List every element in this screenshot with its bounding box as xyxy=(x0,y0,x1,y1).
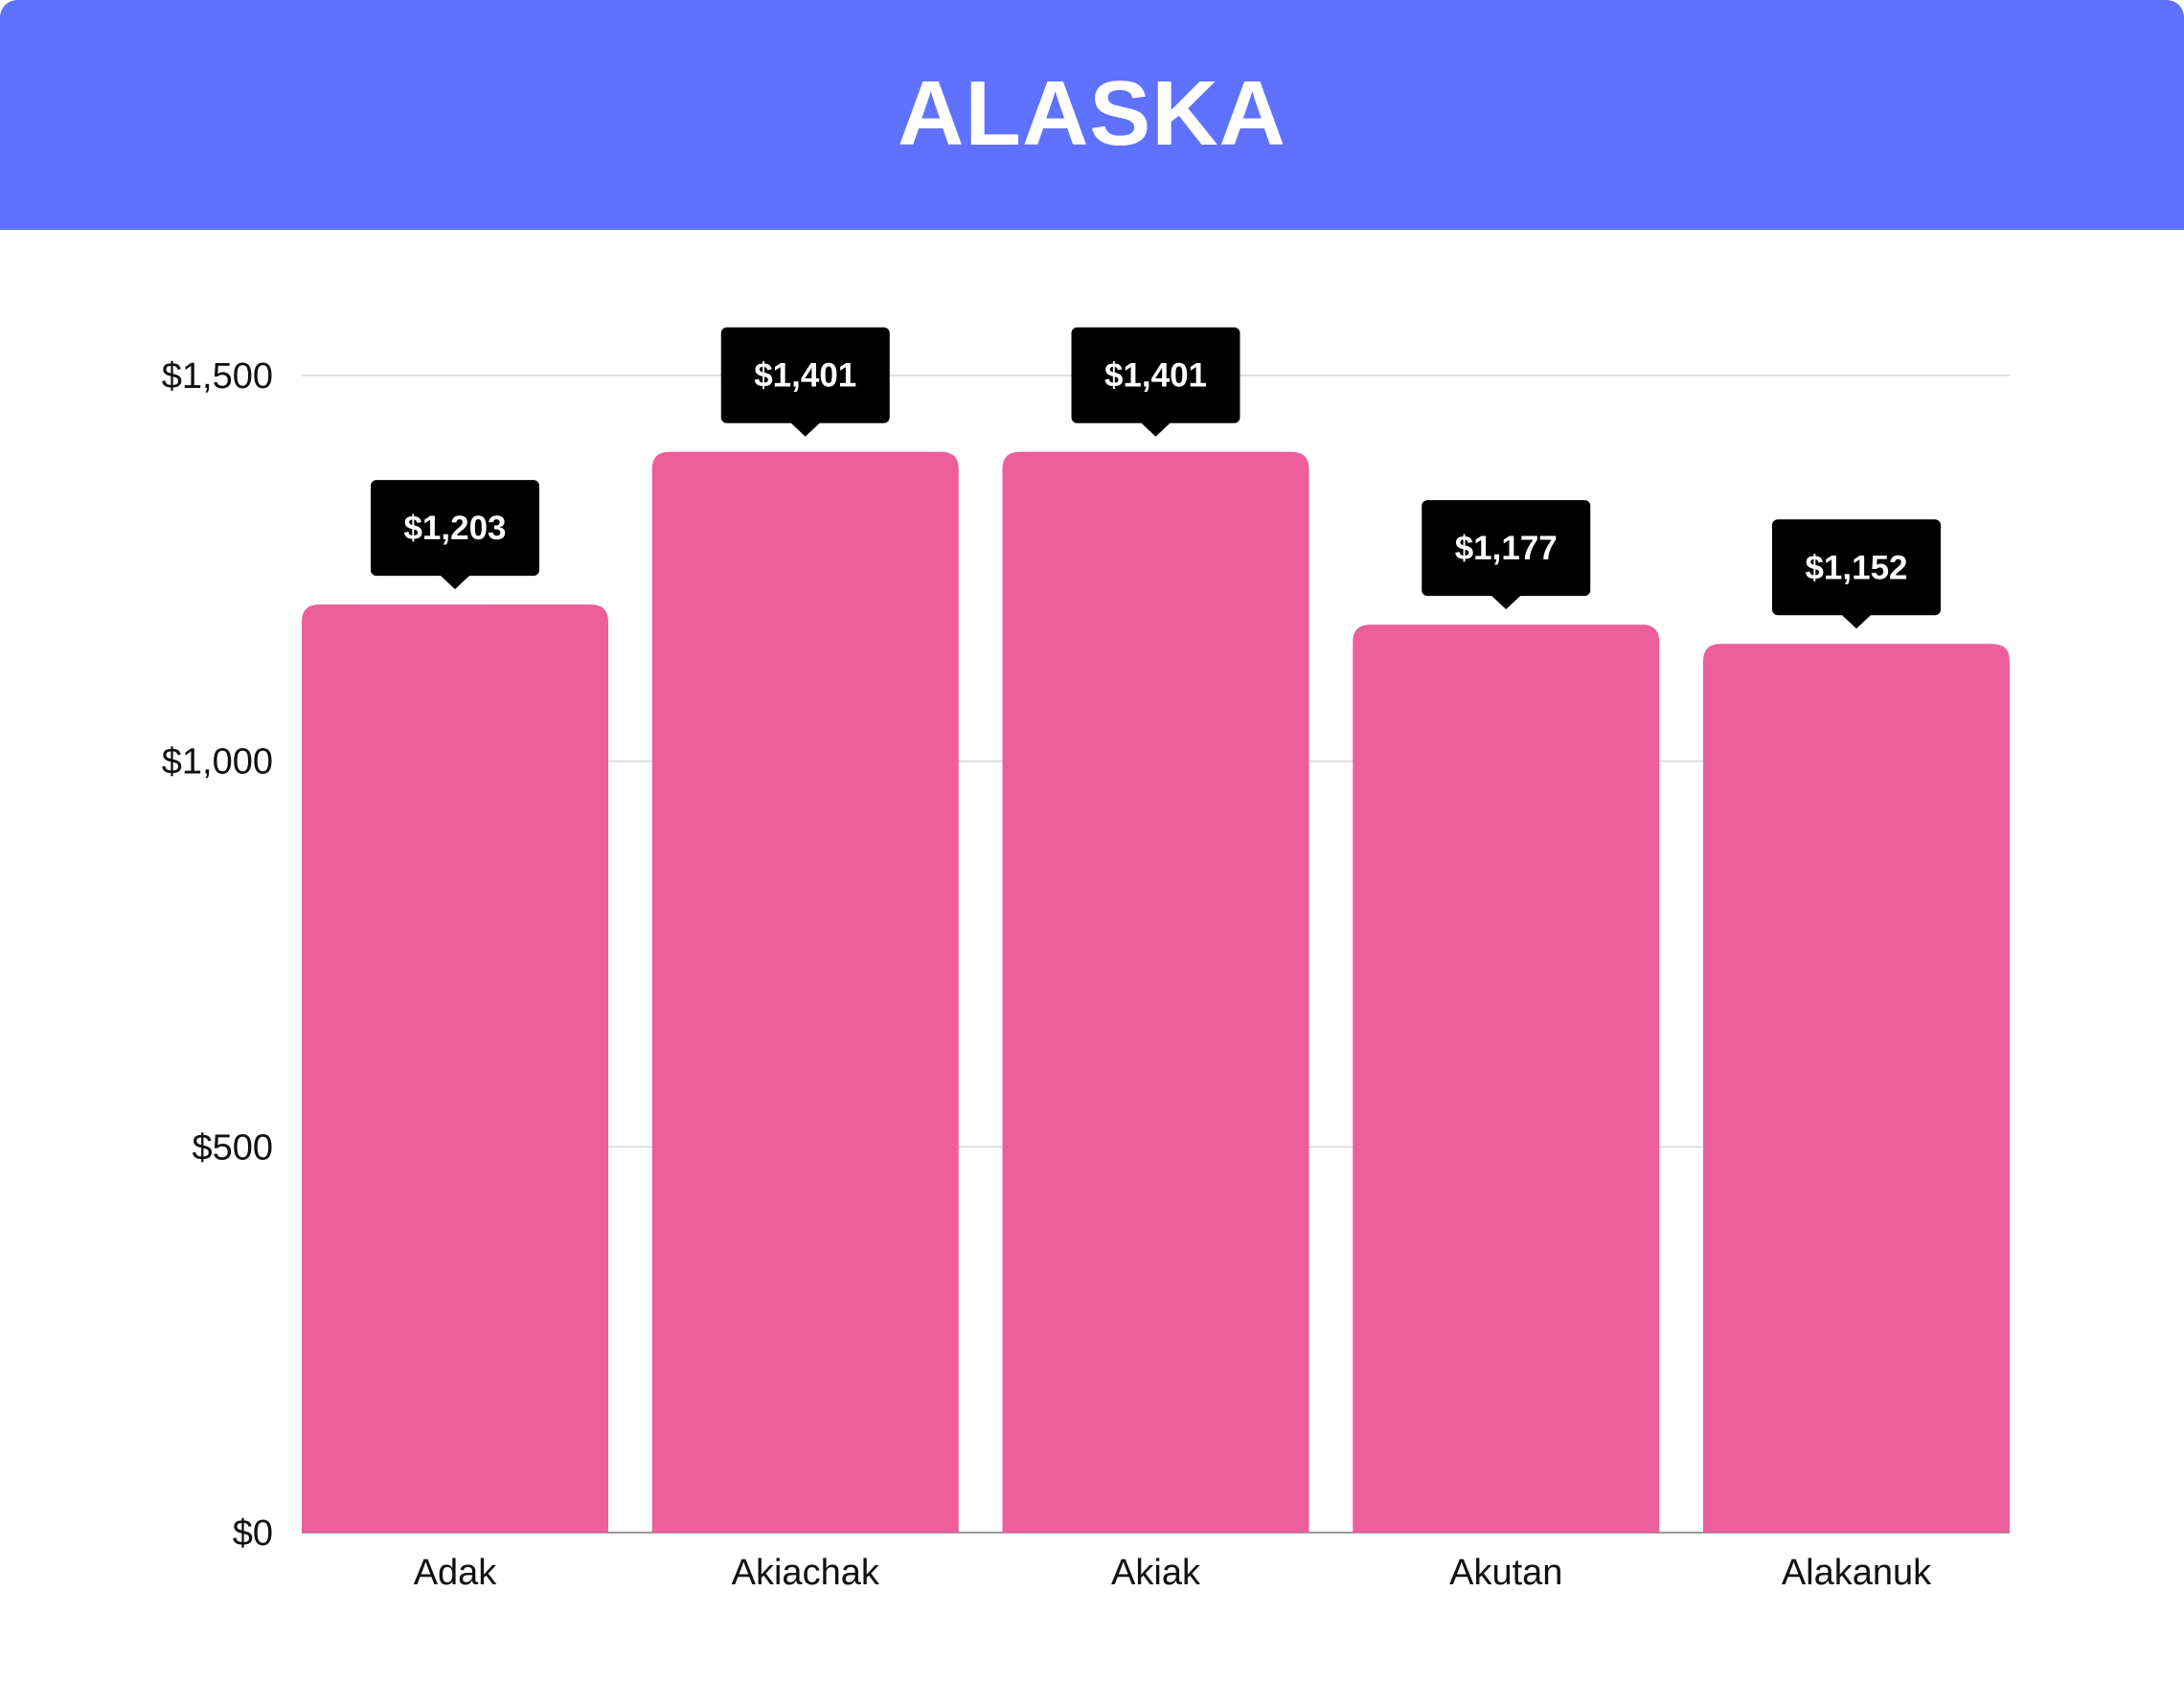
bar-akutan xyxy=(1353,625,1660,1533)
bar-adak xyxy=(302,604,608,1533)
x-tick-label: Akiak xyxy=(1111,1553,1201,1593)
data-label: $1,177 xyxy=(1422,500,1591,610)
chart-title: ALASKA xyxy=(898,62,1286,165)
data-label-text: $1,152 xyxy=(1805,549,1907,586)
x-tick-label: Akiachak xyxy=(732,1553,880,1593)
x-axis: Adak Akiachak Akiak Akutan Alakanuk xyxy=(414,1553,1932,1593)
x-tick-label: Akutan xyxy=(1449,1553,1562,1593)
data-label-text: $1,203 xyxy=(403,510,506,547)
bar-akiak xyxy=(1002,451,1309,1533)
data-label: $1,401 xyxy=(720,327,890,437)
x-tick-label: Adak xyxy=(414,1553,498,1593)
data-label-text: $1,177 xyxy=(1455,530,1558,567)
bar-alakanuk xyxy=(1703,644,2010,1533)
data-label-box xyxy=(720,327,890,423)
y-tick-label: $1,000 xyxy=(162,742,273,783)
data-label-box xyxy=(1772,519,1941,616)
y-tick-label: $0 xyxy=(233,1513,273,1554)
data-label-box xyxy=(1071,327,1240,423)
y-tick-label: $500 xyxy=(192,1127,273,1168)
data-label: $1,203 xyxy=(371,480,539,590)
data-label-text: $1,401 xyxy=(754,357,856,395)
bar-akiachak xyxy=(651,451,959,1533)
data-label: $1,401 xyxy=(1071,327,1240,437)
y-tick-label: $1,500 xyxy=(162,356,273,397)
chart-header: ALASKA xyxy=(0,0,2184,230)
bars xyxy=(302,451,2010,1533)
data-label-pointer xyxy=(1140,421,1172,437)
data-label-pointer xyxy=(1490,595,1522,610)
data-labels: $1,203 $1,401 $1,401 $1,177 $1,152 xyxy=(371,327,1941,629)
data-label-box xyxy=(1422,500,1591,597)
data-label-text: $1,401 xyxy=(1104,357,1207,395)
x-tick-label: Alakanuk xyxy=(1782,1553,1932,1593)
y-axis: $0 $500 $1,000 $1,500 xyxy=(162,356,273,1554)
data-label: $1,152 xyxy=(1772,519,1941,629)
data-label-pointer xyxy=(1841,614,1872,629)
data-label-pointer xyxy=(440,575,470,590)
data-label-pointer xyxy=(789,421,821,437)
data-label-box xyxy=(371,480,539,577)
